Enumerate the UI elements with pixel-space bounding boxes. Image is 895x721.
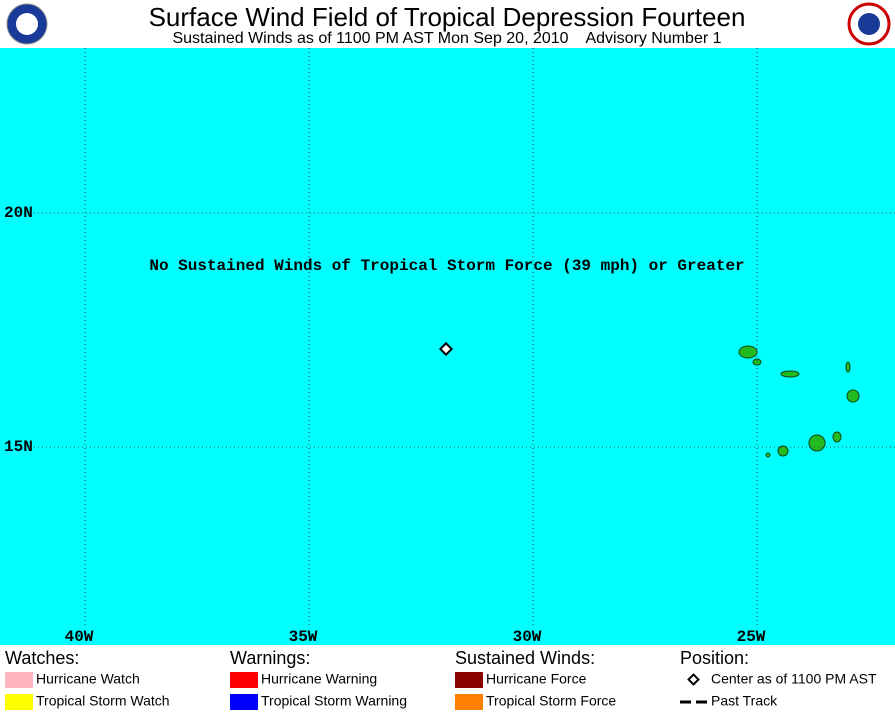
island <box>780 370 800 378</box>
latitude-label: 20N <box>4 204 33 222</box>
legend-label: Hurricane Warning <box>261 671 377 687</box>
longitude-label: 25W <box>737 628 766 646</box>
noaa-logo-inner <box>16 13 38 35</box>
legend-heading: Warnings: <box>230 648 310 668</box>
island <box>765 452 771 458</box>
longitude-label: 30W <box>513 628 542 646</box>
island <box>808 434 826 452</box>
legend-label: Hurricane Watch <box>36 671 140 687</box>
legend-label: Hurricane Force <box>486 671 587 687</box>
island <box>777 445 789 457</box>
legend-swatch <box>5 694 33 710</box>
subtitle: Sustained Winds as of 1100 PM AST Mon Se… <box>172 30 721 47</box>
island <box>846 389 860 403</box>
island <box>738 345 758 359</box>
title: Surface Wind Field of Tropical Depressio… <box>149 2 746 32</box>
legend-label: Past Track <box>711 693 778 709</box>
legend-swatch <box>230 694 258 710</box>
legend-diamond <box>687 673 700 686</box>
longitude-label: 40W <box>65 628 94 646</box>
island <box>832 431 842 443</box>
island <box>845 361 851 373</box>
legend-heading: Position: <box>680 648 749 668</box>
legend-heading: Watches: <box>5 648 79 668</box>
legend-label: Tropical Storm Force <box>486 693 616 709</box>
legend-heading: Sustained Winds: <box>455 648 595 668</box>
legend-swatch <box>230 672 258 688</box>
legend-swatch <box>455 694 483 710</box>
longitude-label: 35W <box>289 628 318 646</box>
legend-swatch <box>455 672 483 688</box>
nws-logo-inner <box>858 13 880 35</box>
legend-label: Tropical Storm Watch <box>36 693 170 709</box>
legend-swatch <box>5 672 33 688</box>
latitude-label: 15N <box>4 438 33 456</box>
legend-label: Tropical Storm Warning <box>261 693 407 709</box>
legend-label: Center as of 1100 PM AST <box>711 671 877 687</box>
notice: No Sustained Winds of Tropical Storm For… <box>149 257 744 275</box>
storm-center <box>438 341 454 357</box>
